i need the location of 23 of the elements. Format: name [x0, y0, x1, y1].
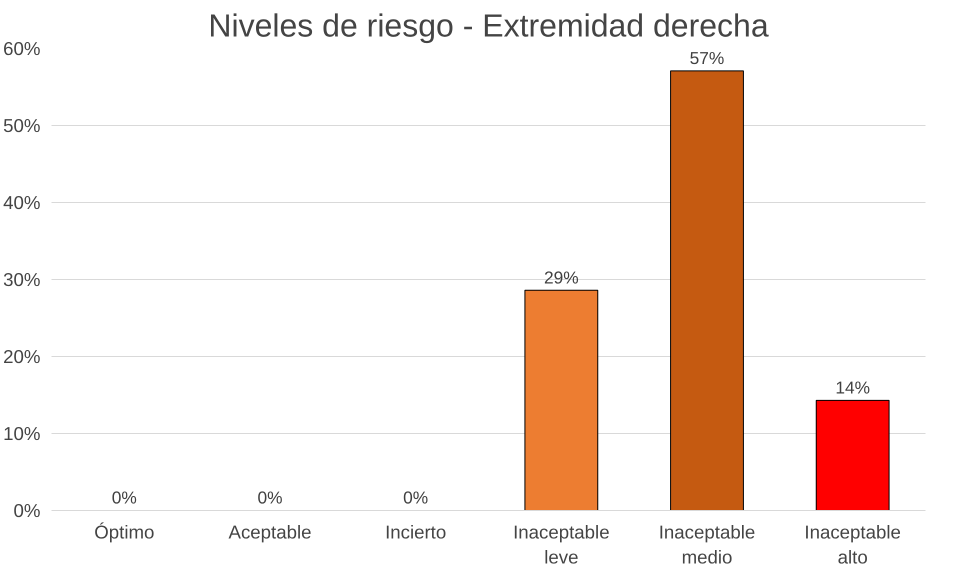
x-tick-label: Incierto: [385, 522, 446, 542]
y-tick-label: 60%: [3, 38, 41, 59]
chart-title: Niveles de riesgo - Extremidad derecha: [208, 8, 769, 44]
data-label: 57%: [690, 48, 724, 68]
data-label: 0%: [257, 488, 283, 508]
data-label: 29%: [544, 267, 579, 288]
x-tick-label: Óptimo: [94, 522, 154, 542]
y-tick-label: 10%: [3, 423, 41, 444]
bar: [524, 290, 598, 510]
y-tick-label: 30%: [3, 269, 41, 290]
data-label: 0%: [403, 488, 428, 508]
data-label: 0%: [112, 488, 137, 508]
x-tick-label: Inaceptable alto: [804, 522, 901, 568]
x-tick-label: Aceptable: [228, 522, 312, 542]
x-tick-label: Inaceptable medio: [658, 522, 756, 568]
y-tick-label: 20%: [3, 346, 41, 367]
y-tick-label: 50%: [3, 115, 41, 136]
bar: [670, 70, 744, 510]
y-tick-label: 40%: [3, 192, 41, 213]
x-tick-label: Inaceptable leve: [513, 522, 610, 568]
data-label: 14%: [835, 377, 870, 398]
bar: [816, 400, 890, 510]
y-tick-label: 0%: [14, 500, 41, 521]
